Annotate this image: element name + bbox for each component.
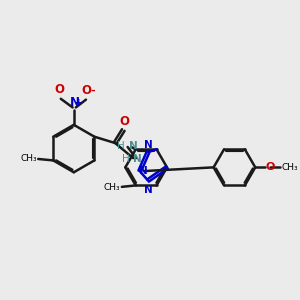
Text: +: + bbox=[75, 98, 83, 107]
Text: N: N bbox=[140, 166, 148, 176]
Text: N: N bbox=[69, 96, 80, 109]
Text: N: N bbox=[144, 140, 153, 150]
Text: N: N bbox=[144, 185, 153, 195]
Text: N: N bbox=[128, 141, 137, 152]
Text: -: - bbox=[90, 86, 94, 96]
Text: H: H bbox=[117, 141, 125, 152]
Text: O: O bbox=[55, 83, 64, 97]
Text: CH₃: CH₃ bbox=[282, 163, 298, 172]
Text: O: O bbox=[81, 84, 91, 97]
Text: CH₃: CH₃ bbox=[20, 154, 37, 163]
Text: N: N bbox=[133, 154, 142, 164]
Text: CH₃: CH₃ bbox=[104, 183, 120, 192]
Text: O: O bbox=[119, 115, 129, 128]
Text: H: H bbox=[122, 154, 130, 164]
Text: O: O bbox=[265, 162, 274, 172]
